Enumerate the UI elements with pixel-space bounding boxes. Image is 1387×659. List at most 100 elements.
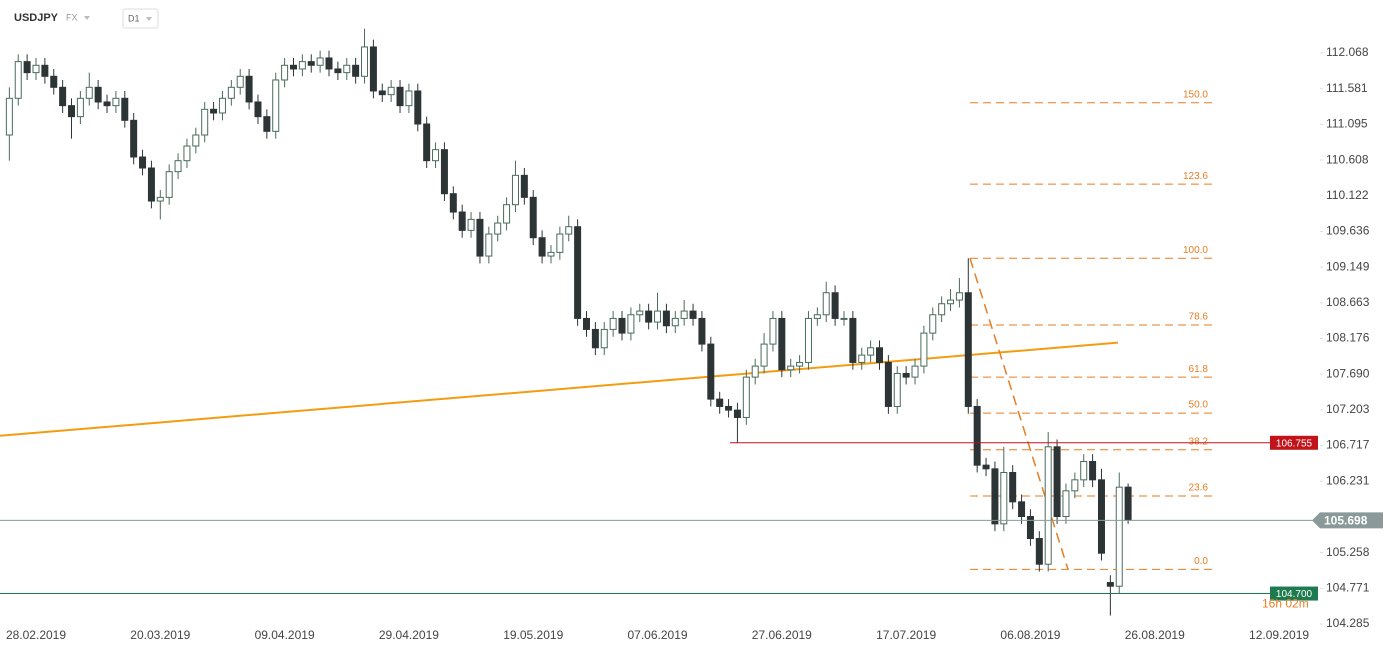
candle-body [68, 105, 76, 118]
candle-body [582, 317, 590, 330]
candle-body [369, 46, 377, 92]
candle-body [396, 86, 404, 107]
candle-body [938, 303, 946, 316]
candle-body [103, 101, 111, 107]
candle-body [440, 149, 448, 195]
candle-body [778, 317, 786, 371]
dropdown-caret [84, 16, 90, 20]
candle-body [85, 86, 93, 99]
candle-body [476, 218, 484, 257]
candle-body [813, 314, 821, 319]
x-tick-label: 20.03.2019 [130, 628, 190, 642]
candle-body [227, 86, 235, 99]
price-tag-label: 106.755 [1276, 438, 1313, 449]
fib-label: 61.8 [1189, 364, 1209, 375]
candle-body [1026, 516, 1034, 540]
candle-body [432, 149, 440, 162]
y-tick-label: 108.176 [1326, 331, 1370, 345]
x-tick-label: 27.06.2019 [752, 628, 812, 642]
candle-body [787, 365, 795, 371]
candle-body [671, 317, 679, 327]
candle-body [174, 160, 182, 173]
candle-body [716, 398, 724, 407]
candle-body [156, 196, 164, 202]
candle-body [822, 292, 830, 316]
candle-body [876, 347, 884, 363]
y-tick-label: 112.068 [1326, 45, 1369, 59]
y-tick-label: 110.122 [1326, 188, 1369, 202]
candle-body [1089, 460, 1097, 481]
candle-body [503, 204, 511, 224]
symbol[interactable]: USDJPY [14, 12, 59, 24]
candle-body [387, 86, 395, 96]
candle-body [121, 97, 129, 121]
candle-body [1009, 471, 1017, 503]
candle-body [1124, 486, 1132, 521]
candle-body [201, 108, 209, 136]
candle-body [245, 75, 253, 103]
candle-body [1035, 538, 1043, 565]
x-tick-label: 06.08.2019 [1000, 628, 1060, 642]
x-tick-label: 09.04.2019 [255, 628, 315, 642]
plot-area: 112.068 111.581 111.095 110.608 110.122 109.6… [0, 28, 1383, 642]
fib-label: 0.0 [1194, 556, 1208, 567]
candle-body [831, 292, 839, 319]
candle-body [361, 46, 369, 77]
candle-body [1115, 486, 1123, 587]
candle-body [725, 405, 733, 411]
candle-body [654, 310, 662, 323]
candle-body [449, 193, 457, 213]
candle-body [325, 57, 333, 70]
candle-body [858, 354, 866, 363]
x-tick-label: 28.02.2019 [6, 628, 66, 642]
candle-body [281, 64, 289, 81]
x-tick-label: 12.09.2019 [1249, 628, 1309, 642]
fib-label: 38.2 [1189, 436, 1209, 447]
candle-body [982, 464, 990, 470]
candle-body [565, 226, 573, 235]
trend-line [0, 341, 1119, 437]
candle-body [645, 310, 653, 323]
interval-box[interactable] [122, 8, 159, 29]
candle-body [760, 343, 768, 367]
candle-body [840, 317, 848, 320]
candle-body [636, 310, 644, 316]
y-tick-label: 106.231 [1326, 473, 1370, 487]
y-tick-label: 107.203 [1326, 402, 1370, 416]
candle-body [680, 310, 688, 319]
candle-body [600, 328, 608, 349]
price-tag-label: 105.698 [1324, 514, 1368, 528]
candle-body [210, 108, 218, 114]
candle-body [973, 405, 981, 466]
candle-body [343, 64, 351, 74]
candle-body [334, 68, 342, 74]
candle-body [556, 233, 564, 253]
y-tick-label: 111.581 [1326, 81, 1368, 95]
y-tick-label: 104.285 [1326, 616, 1370, 630]
candle-body [1000, 471, 1008, 525]
candle-body [494, 222, 502, 235]
candle-body [76, 97, 84, 118]
candle-body [23, 61, 31, 74]
x-tick-label: 26.08.2019 [1125, 628, 1185, 642]
candle-body [742, 376, 750, 418]
candle-body [165, 171, 173, 198]
candle-body [405, 90, 413, 107]
candle-body [884, 361, 892, 407]
candle-body [769, 317, 777, 345]
candle-body [5, 97, 13, 136]
candle-body [893, 372, 901, 407]
candle-body [689, 310, 697, 319]
market[interactable]: FX [66, 12, 78, 22]
y-tick-label: 109.149 [1326, 259, 1370, 273]
candle-body [1018, 501, 1026, 518]
countdown: 16h 02m [1262, 597, 1309, 611]
candle-body [867, 347, 875, 356]
candle-body [1053, 446, 1061, 518]
candle-body [94, 86, 102, 103]
y-tick-label: 105.258 [1326, 545, 1370, 559]
candle-body [289, 64, 297, 70]
candle-body [1044, 446, 1052, 565]
candle-body [662, 310, 670, 327]
candle-body [192, 134, 200, 147]
